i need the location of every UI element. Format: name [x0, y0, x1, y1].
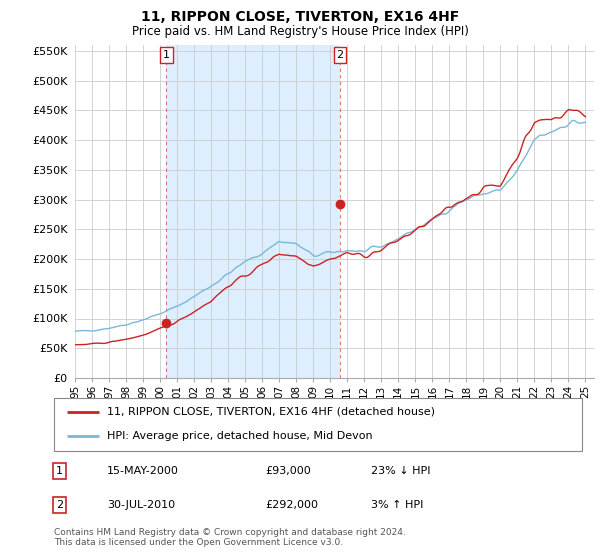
FancyBboxPatch shape: [54, 398, 582, 451]
Text: 1: 1: [163, 50, 170, 60]
Text: Contains HM Land Registry data © Crown copyright and database right 2024.
This d: Contains HM Land Registry data © Crown c…: [54, 528, 406, 547]
Text: 2: 2: [337, 50, 344, 60]
Text: 2: 2: [56, 500, 63, 510]
Text: 30-JUL-2010: 30-JUL-2010: [107, 500, 175, 510]
Text: £93,000: £93,000: [265, 466, 311, 476]
Text: 23% ↓ HPI: 23% ↓ HPI: [371, 466, 430, 476]
Bar: [166, 45, 340, 378]
Text: Price paid vs. HM Land Registry's House Price Index (HPI): Price paid vs. HM Land Registry's House …: [131, 25, 469, 38]
Text: 1: 1: [56, 466, 63, 476]
Text: 11, RIPPON CLOSE, TIVERTON, EX16 4HF (detached house): 11, RIPPON CLOSE, TIVERTON, EX16 4HF (de…: [107, 407, 435, 417]
Text: 15-MAY-2000: 15-MAY-2000: [107, 466, 179, 476]
Text: 11, RIPPON CLOSE, TIVERTON, EX16 4HF: 11, RIPPON CLOSE, TIVERTON, EX16 4HF: [141, 10, 459, 24]
Text: £292,000: £292,000: [265, 500, 318, 510]
Text: HPI: Average price, detached house, Mid Devon: HPI: Average price, detached house, Mid …: [107, 431, 373, 441]
Text: 3% ↑ HPI: 3% ↑ HPI: [371, 500, 423, 510]
